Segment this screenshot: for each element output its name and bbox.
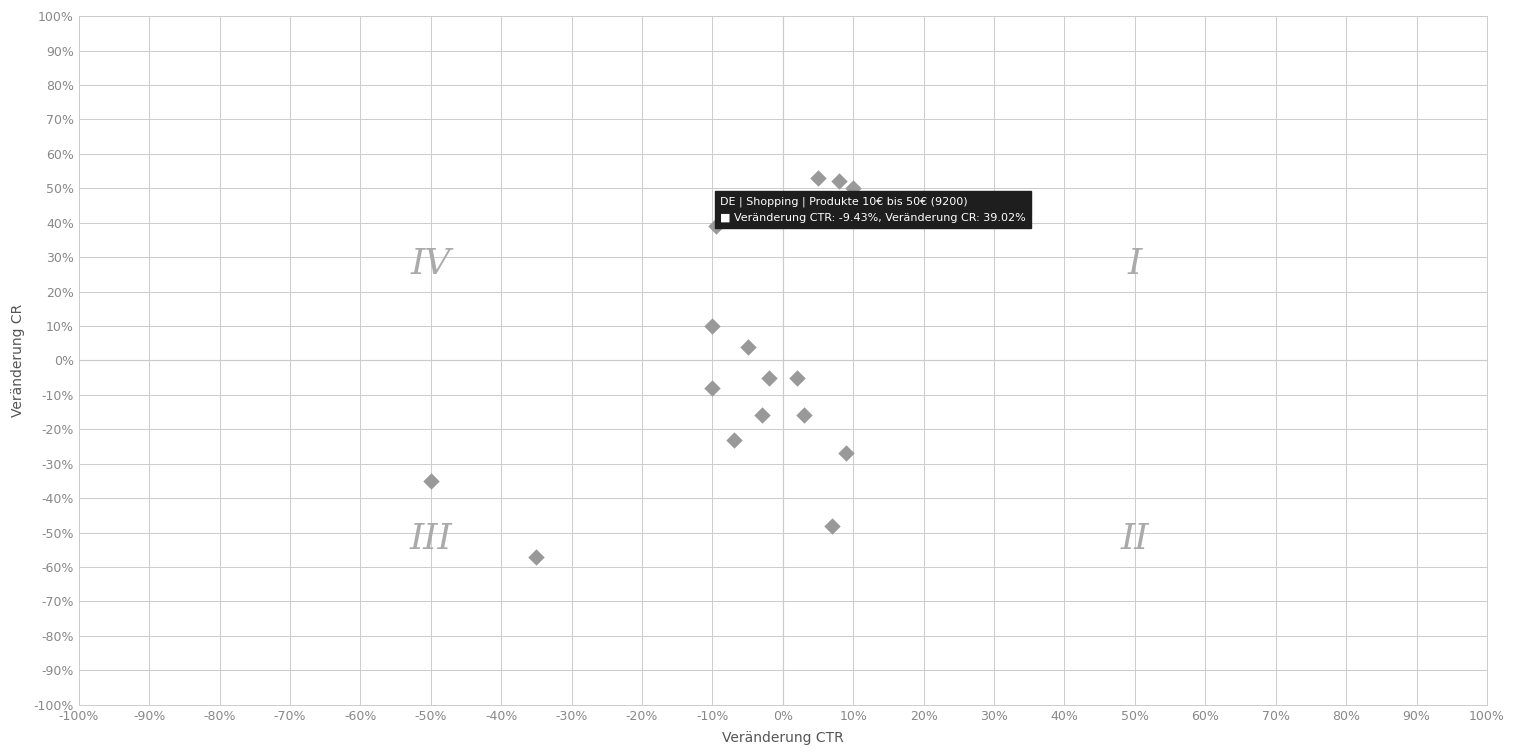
Point bbox=[735, 341, 760, 353]
Y-axis label: Veränderung CR: Veränderung CR bbox=[11, 304, 26, 417]
Point bbox=[785, 371, 810, 383]
X-axis label: Veränderung CTR: Veränderung CTR bbox=[722, 731, 844, 745]
Point bbox=[525, 550, 549, 562]
Point bbox=[820, 519, 844, 531]
Point bbox=[700, 320, 725, 332]
Point bbox=[756, 371, 781, 383]
Point bbox=[700, 382, 725, 394]
Point bbox=[418, 475, 443, 487]
Point bbox=[791, 410, 816, 422]
Text: I: I bbox=[1128, 247, 1142, 281]
Point bbox=[834, 448, 858, 460]
Text: III: III bbox=[409, 522, 452, 556]
Point bbox=[807, 172, 831, 184]
Point bbox=[841, 182, 866, 194]
Text: DE | Shopping | Produkte 10€ bis 50€ (9200)
■ Veränderung CTR: -9.43%, Veränderu: DE | Shopping | Produkte 10€ bis 50€ (92… bbox=[720, 197, 1026, 222]
Point bbox=[749, 410, 773, 422]
Text: IV: IV bbox=[411, 247, 450, 281]
Text: II: II bbox=[1120, 522, 1149, 556]
Point bbox=[705, 220, 729, 232]
Point bbox=[828, 175, 852, 187]
Point bbox=[722, 433, 746, 445]
